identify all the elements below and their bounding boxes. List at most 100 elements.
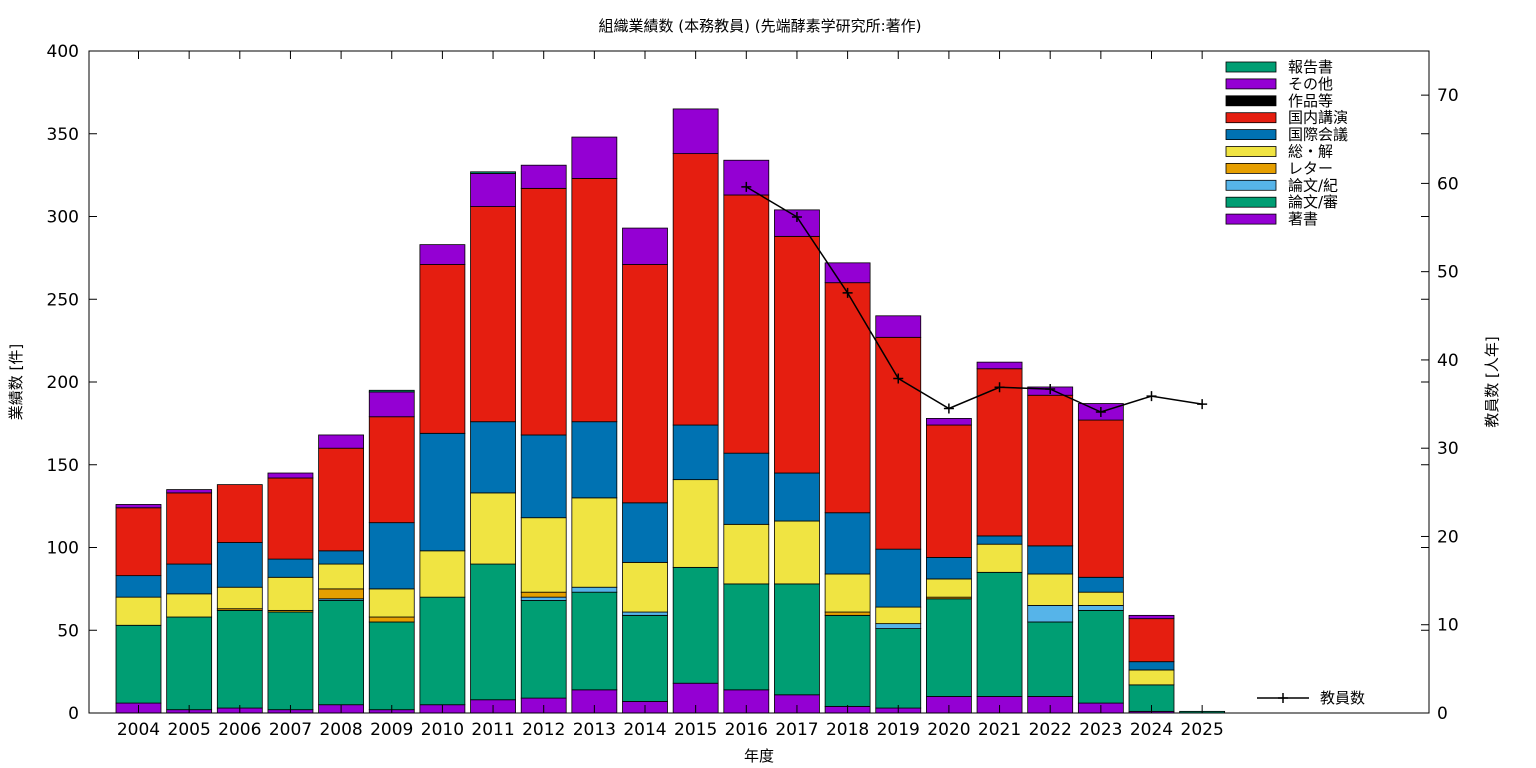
- bar-segment: [470, 421, 516, 494]
- bar-segment: [267, 611, 314, 711]
- x-tick-label: 2011: [471, 720, 514, 740]
- bar-segment: [1077, 419, 1124, 578]
- x-tick-label: 2009: [370, 720, 413, 740]
- bar-segment: [368, 389, 415, 393]
- bar-segment: [267, 472, 314, 479]
- bar-segment: [774, 520, 820, 585]
- bar-segment: [1027, 573, 1074, 606]
- series-line-教員数: [745, 186, 1203, 413]
- bar-segment: [470, 206, 516, 423]
- bar-segment: [216, 586, 263, 610]
- bar-segment: [926, 418, 972, 426]
- bar-segment: [520, 164, 567, 189]
- legend-swatch: [1225, 162, 1277, 174]
- bar-segment: [571, 497, 618, 588]
- y2-tick-label: 10: [1437, 616, 1459, 636]
- bar-segment: [723, 583, 770, 691]
- line-point: [842, 287, 853, 298]
- bar-segment: [774, 472, 820, 522]
- y-axis: 0 50 100 150 200 250 300 350 400: [47, 42, 1429, 724]
- legend-swatch: [1225, 179, 1277, 191]
- legend-swatch: [1225, 213, 1277, 225]
- legend-swatch: [1225, 146, 1277, 157]
- bar-segment: [672, 479, 719, 568]
- bar-segment: [318, 550, 365, 565]
- chart-title: 組織業績数 (本務教員) (先端酵素学研究所:著作): [598, 17, 921, 35]
- bar-segment: [1027, 545, 1074, 575]
- y-tick-label: 100: [47, 539, 79, 559]
- bar-segment: [419, 432, 466, 552]
- bar-segment: [824, 573, 871, 613]
- bar-segment: [571, 421, 618, 499]
- y-tick-label: 200: [47, 373, 79, 393]
- line-point: [943, 403, 954, 414]
- line-point: [893, 373, 904, 384]
- x-tick-label: 2016: [725, 720, 768, 740]
- legend-label: 報告書: [1288, 58, 1333, 76]
- bar-segment: [368, 391, 415, 418]
- x-tick-label: 2023: [1079, 720, 1122, 740]
- bar-segment: [622, 561, 668, 613]
- bar-segment: [926, 578, 972, 598]
- plot-area: [115, 108, 1226, 714]
- bar-segment: [115, 507, 162, 577]
- bar-segment: [368, 416, 415, 524]
- bar-segment: [1077, 576, 1124, 593]
- bar-segment: [115, 624, 162, 704]
- bar-segment: [166, 563, 213, 595]
- bar-segment: [672, 153, 719, 426]
- bar-segment: [368, 522, 415, 590]
- legend-label: その他: [1288, 75, 1333, 93]
- bar-segment: [115, 575, 162, 598]
- bar-segment: [520, 591, 567, 598]
- bar-segment: [723, 452, 770, 525]
- bar-segment: [622, 614, 668, 702]
- line-point: [1045, 384, 1056, 395]
- bar-segment: [976, 543, 1023, 573]
- bar-segment: [520, 434, 567, 519]
- legend-label: 論文/審: [1288, 193, 1338, 211]
- bar-segment: [318, 588, 365, 600]
- bar-segment: [1077, 609, 1124, 704]
- x-tick-label: 2007: [269, 720, 312, 740]
- legend-label: 著書: [1288, 210, 1318, 228]
- bar-segment: [1128, 661, 1175, 671]
- x-tick-label: 2010: [421, 720, 464, 740]
- x-axis: 2004 2005 2006 2007 2008 2009 2010 2011 2012 2013…: [117, 51, 1224, 740]
- y2-tick-label: 30: [1437, 439, 1459, 459]
- bar-segment: [419, 264, 466, 434]
- legend-label: 作品等: [1288, 92, 1333, 110]
- bar-segment: [419, 550, 466, 598]
- bar-segment: [368, 621, 415, 711]
- bar-segment: [875, 548, 922, 608]
- bar-segment: [318, 600, 365, 706]
- bar-segment: [419, 596, 466, 706]
- bar-segment: [1027, 621, 1074, 697]
- bar-segment: [723, 194, 770, 454]
- bar-segment: [875, 606, 922, 625]
- bar-segment: [622, 611, 668, 616]
- x-tick-label: 2014: [623, 720, 666, 740]
- y-tick-label: 400: [47, 42, 79, 62]
- line-point: [1146, 391, 1157, 402]
- bar-segment: [1027, 605, 1074, 623]
- bar-segment: [368, 616, 415, 623]
- bar-segment: [723, 523, 770, 585]
- bar-segment: [571, 586, 618, 593]
- bar-segment: [419, 244, 466, 265]
- bar-segment: [318, 447, 365, 552]
- y-tick-label: 0: [68, 704, 79, 724]
- legend-swatch: [1225, 78, 1277, 90]
- bar-segment: [520, 517, 567, 593]
- bar-segment: [216, 484, 263, 543]
- bar-segment: [1077, 605, 1124, 611]
- bar-segment: [520, 187, 567, 436]
- x-tick-label: 2006: [218, 720, 261, 740]
- bar-segment: [875, 623, 922, 630]
- y2-tick-label: 40: [1437, 351, 1459, 371]
- x-axis-label: 年度: [744, 747, 774, 765]
- x-tick-label: 2012: [522, 720, 565, 740]
- bar-segment: [774, 235, 820, 474]
- bar-segment: [672, 108, 719, 155]
